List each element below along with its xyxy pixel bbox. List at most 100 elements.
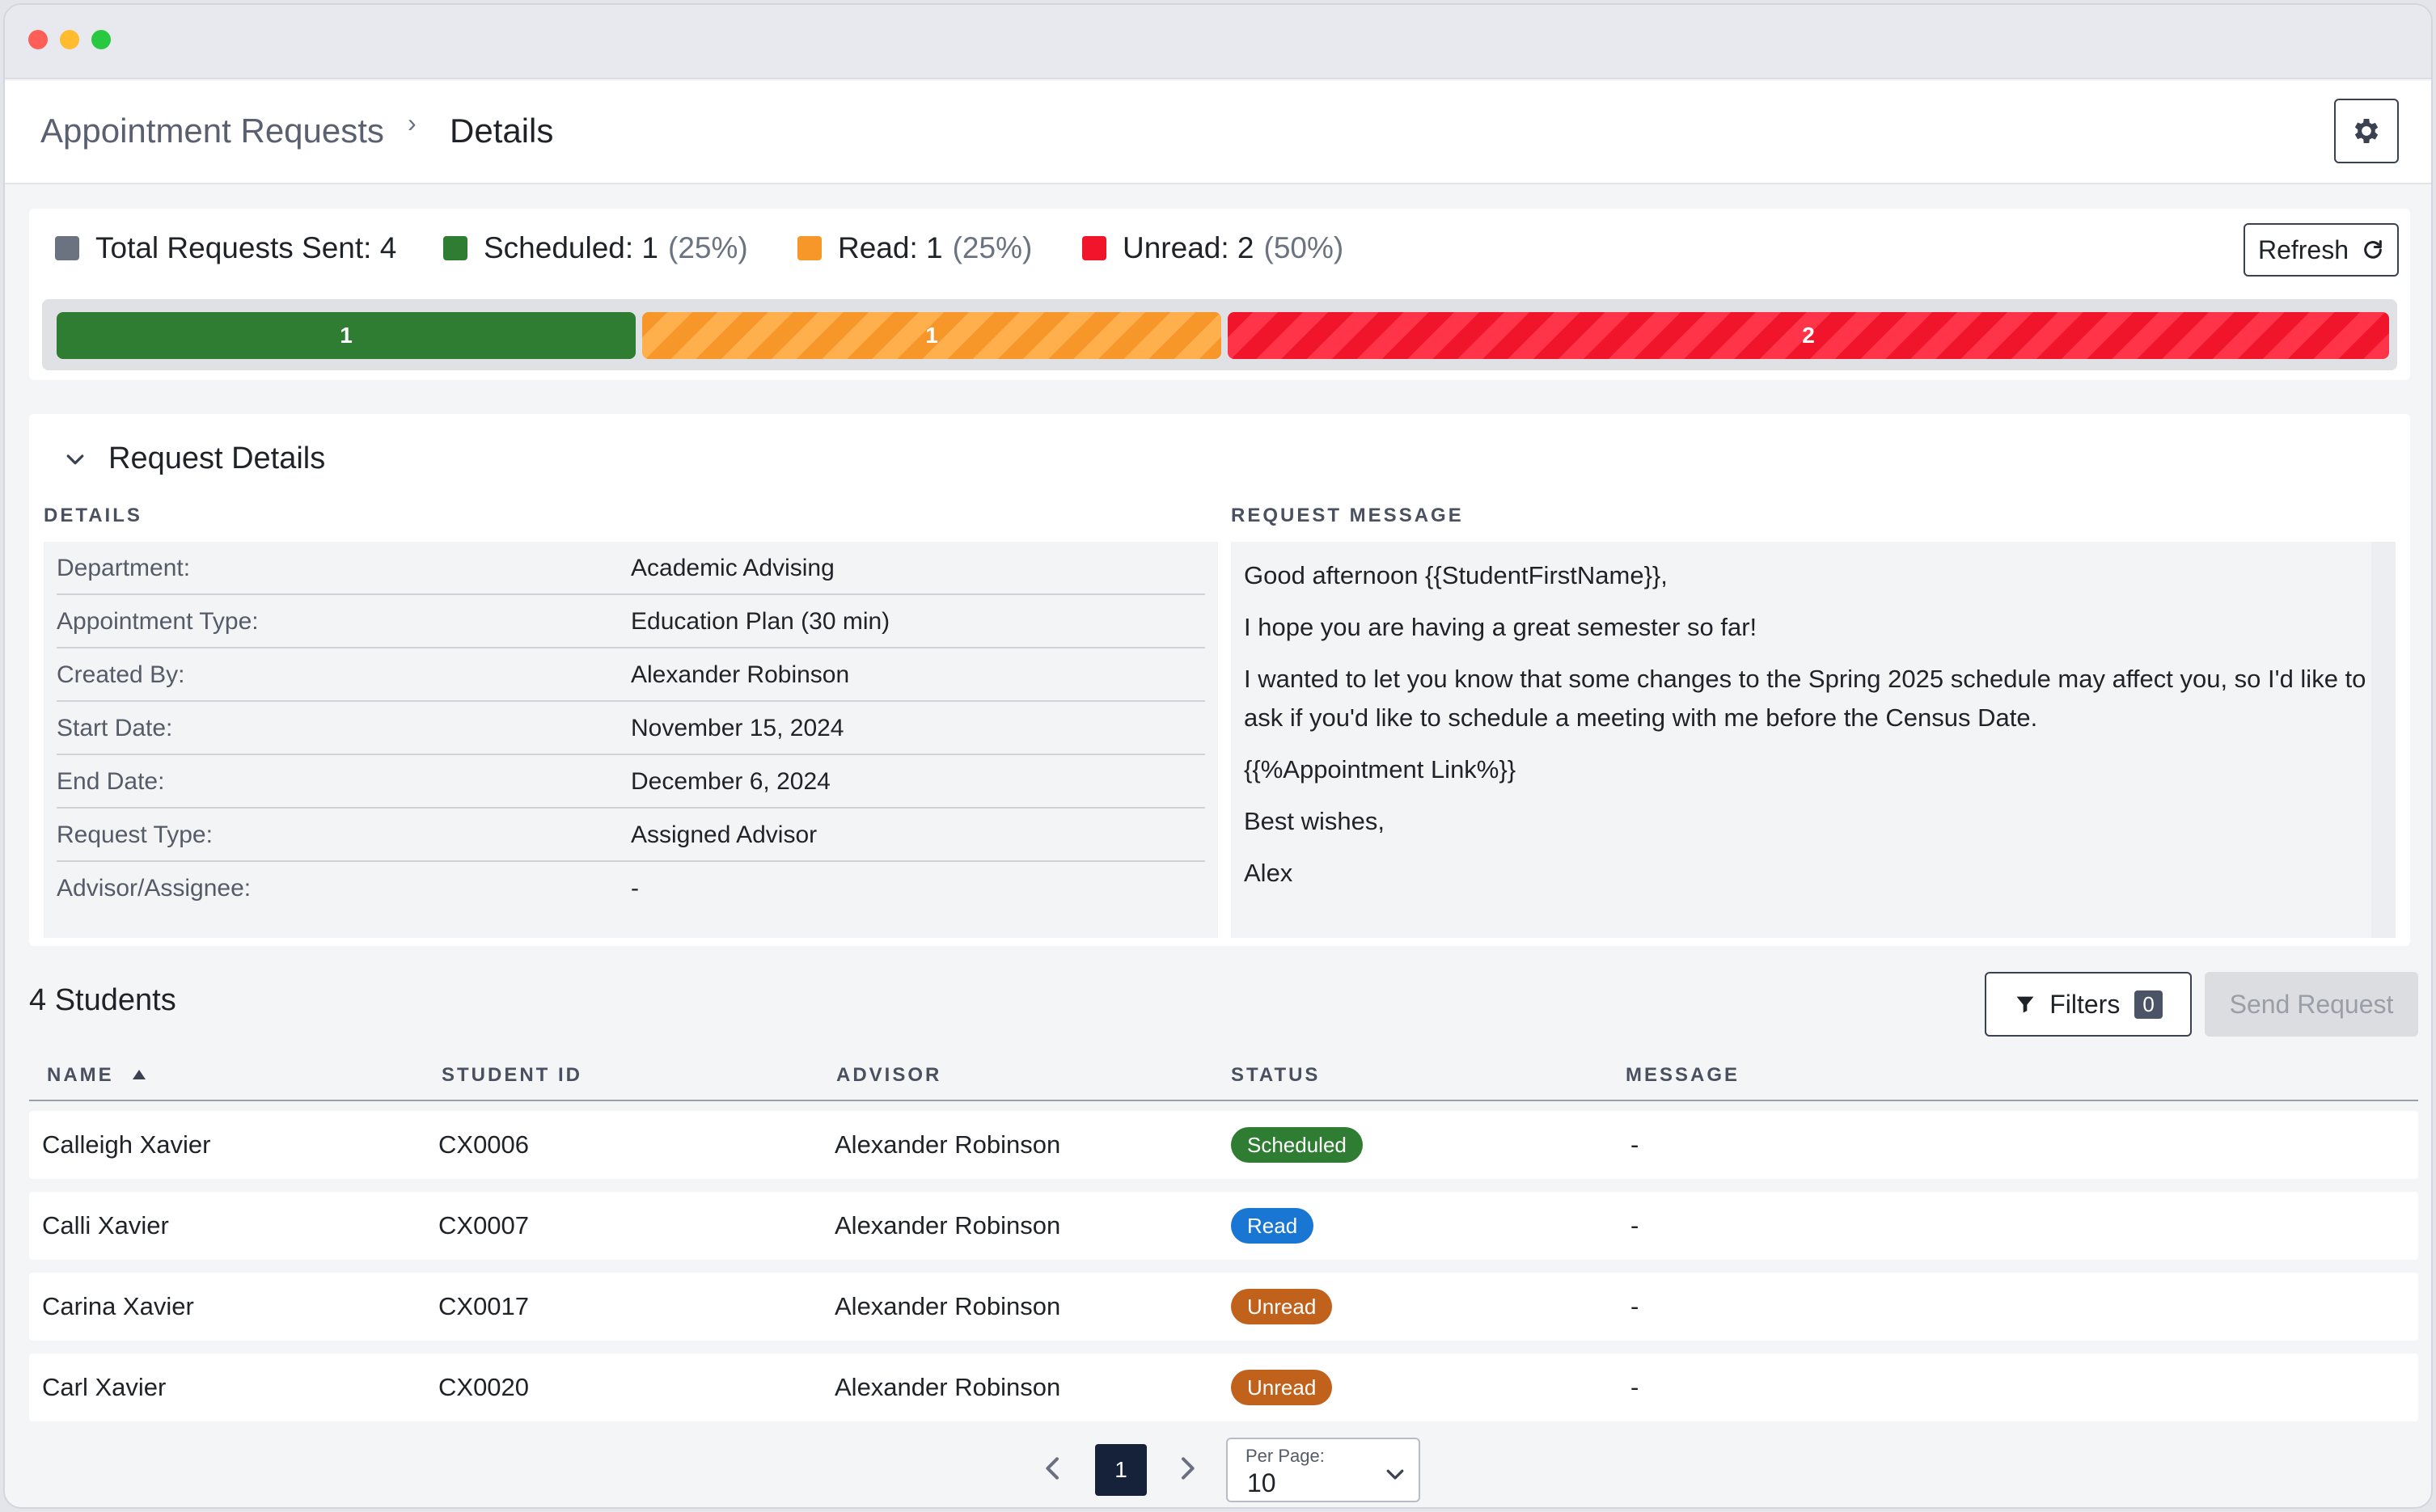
page-header: Appointment Requests › Details (5, 81, 2431, 184)
detail-row-department: Department: Academic Advising (57, 542, 1205, 595)
detail-key: End Date: (57, 768, 165, 795)
unread-label: Unread: 2 (1123, 231, 1254, 264)
chevron-down-icon (1386, 1469, 1404, 1480)
filters-button[interactable]: Filters 0 (1985, 972, 2192, 1037)
total-swatch (55, 236, 79, 260)
per-page-label: Per Page: (1245, 1446, 1325, 1466)
breadcrumb-parent-link[interactable]: Appointment Requests (40, 112, 384, 150)
request-message-heading: REQUEST MESSAGE (1231, 505, 1464, 526)
title-bar (5, 5, 2431, 79)
details-heading: DETAILS (44, 505, 142, 526)
scheduled-percent: (25%) (668, 231, 748, 264)
detail-key: Request Type: (57, 821, 213, 848)
message-signature: Alex (1244, 859, 1293, 887)
message-line: Best wishes, (1244, 807, 1385, 835)
close-window-button[interactable] (28, 30, 48, 49)
unread-segment: 2 (1228, 312, 2389, 359)
detail-row-end-date: End Date: December 6, 2024 (57, 755, 1205, 809)
detail-row-start-date: Start Date: November 15, 2024 (57, 702, 1205, 755)
table-row[interactable]: Carl Xavier CX0020 Alexander Robinson Un… (29, 1354, 2418, 1421)
legend-total: Total Requests Sent: 4 (55, 231, 396, 265)
detail-value: December 6, 2024 (631, 768, 831, 795)
filter-icon (2016, 996, 2034, 1013)
cell-message: - (1630, 1292, 1639, 1320)
minimize-window-button[interactable] (60, 30, 79, 49)
status-badge: Unread (1231, 1289, 1333, 1324)
detail-value: Assigned Advisor (631, 821, 818, 848)
page-number-current[interactable]: 1 (1095, 1444, 1147, 1496)
column-header-student-id[interactable]: STUDENT ID (442, 1064, 582, 1086)
unread-percent: (50%) (1263, 231, 1344, 264)
cell-student-id: CX0007 (438, 1211, 530, 1240)
unread-swatch (1082, 236, 1106, 260)
table-header-divider (29, 1100, 2418, 1101)
settings-button[interactable] (2334, 99, 2399, 163)
column-header-name[interactable]: NAME (47, 1064, 147, 1087)
maximize-window-button[interactable] (91, 30, 111, 49)
message-appointment-link: {{%Appointment Link%}} (1244, 755, 1516, 783)
column-header-advisor[interactable]: ADVISOR (836, 1064, 942, 1086)
cell-name: Calleigh Xavier (42, 1130, 211, 1159)
request-details-toggle[interactable]: Request Details (108, 441, 326, 475)
cell-advisor: Alexander Robinson (835, 1130, 1061, 1159)
detail-value: November 15, 2024 (631, 715, 844, 741)
scheduled-swatch (443, 236, 467, 260)
cell-student-id: CX0006 (438, 1130, 530, 1159)
legend-scheduled: Scheduled: 1 (25%) (443, 231, 748, 265)
scheduled-segment: 1 (57, 312, 636, 359)
gear-icon (2354, 119, 2379, 143)
detail-row-advisor-assignee: Advisor/Assignee: - (57, 862, 1205, 915)
cell-name: Carl Xavier (42, 1373, 167, 1401)
message-line: I wanted to let you know that some chang… (1244, 665, 2366, 732)
detail-value: Education Plan (30 min) (631, 608, 890, 635)
request-message-box: Good afternoon {{StudentFirstName}}, I h… (1231, 542, 2396, 938)
message-line: I hope you are having a great semester s… (1244, 613, 1757, 641)
chevron-left-icon[interactable] (1037, 1452, 1069, 1485)
chevron-right-icon[interactable] (1171, 1452, 1203, 1485)
chevron-down-icon[interactable] (63, 448, 87, 472)
detail-key: Advisor/Assignee: (57, 875, 252, 902)
per-page-select[interactable]: Per Page: 10 (1226, 1438, 1420, 1502)
status-progress-bar: 1 1 2 (42, 299, 2397, 370)
page-title: Details (450, 112, 554, 150)
detail-key: Created By: (57, 661, 185, 688)
detail-key: Start Date: (57, 715, 173, 741)
legend-unread: Unread: 2 (50%) (1082, 231, 1343, 265)
cell-message: - (1630, 1373, 1639, 1401)
cell-advisor: Alexander Robinson (835, 1373, 1061, 1401)
send-request-button[interactable]: Send Request (2205, 972, 2418, 1037)
request-details-panel: Request Details DETAILS REQUEST MESSAGE … (29, 414, 2410, 946)
refresh-button[interactable]: Refresh (2244, 223, 2399, 277)
table-row[interactable]: Calleigh Xavier CX0006 Alexander Robinso… (29, 1111, 2418, 1179)
per-page-value: 10 (1247, 1468, 1276, 1497)
status-badge: Read (1231, 1208, 1314, 1244)
status-badge: Unread (1231, 1370, 1333, 1405)
app-window: Appointment Requests › Details Total Req… (3, 3, 2433, 1509)
detail-row-request-type: Request Type: Assigned Advisor (57, 809, 1205, 862)
filters-label: Filters (2049, 989, 2121, 1019)
message-greeting: Good afternoon {{StudentFirstName}}, (1244, 561, 1668, 589)
detail-value: Academic Advising (631, 555, 835, 581)
column-header-label: NAME (47, 1064, 114, 1086)
read-segment: 1 (642, 312, 1221, 359)
detail-row-created-by: Created By: Alexander Robinson (57, 648, 1205, 702)
table-row[interactable]: Calli Xavier CX0007 Alexander Robinson R… (29, 1192, 2418, 1260)
total-label: Total Requests Sent: 4 (95, 231, 397, 264)
column-header-status[interactable]: STATUS (1231, 1064, 1321, 1086)
table-row[interactable]: Carina Xavier CX0017 Alexander Robinson … (29, 1273, 2418, 1341)
read-label: Read: 1 (838, 231, 943, 264)
read-swatch (797, 236, 822, 260)
cell-message: - (1630, 1130, 1639, 1159)
read-percent: (25%) (952, 231, 1033, 264)
legend-read: Read: 1 (25%) (797, 231, 1032, 265)
filters-count-badge: 0 (2134, 990, 2163, 1019)
column-header-message[interactable]: MESSAGE (1626, 1064, 1740, 1086)
scheduled-label: Scheduled: 1 (484, 231, 659, 264)
cell-student-id: CX0020 (438, 1373, 530, 1401)
detail-key: Department: (57, 555, 191, 581)
request-summary-panel: Total Requests Sent: 4 Scheduled: 1 (25%… (29, 209, 2410, 380)
detail-value: Alexander Robinson (631, 661, 850, 688)
students-count-title: 4 Students (29, 983, 176, 1017)
refresh-label: Refresh (2257, 234, 2349, 264)
detail-row-appointment-type: Appointment Type: Education Plan (30 min… (57, 595, 1205, 648)
